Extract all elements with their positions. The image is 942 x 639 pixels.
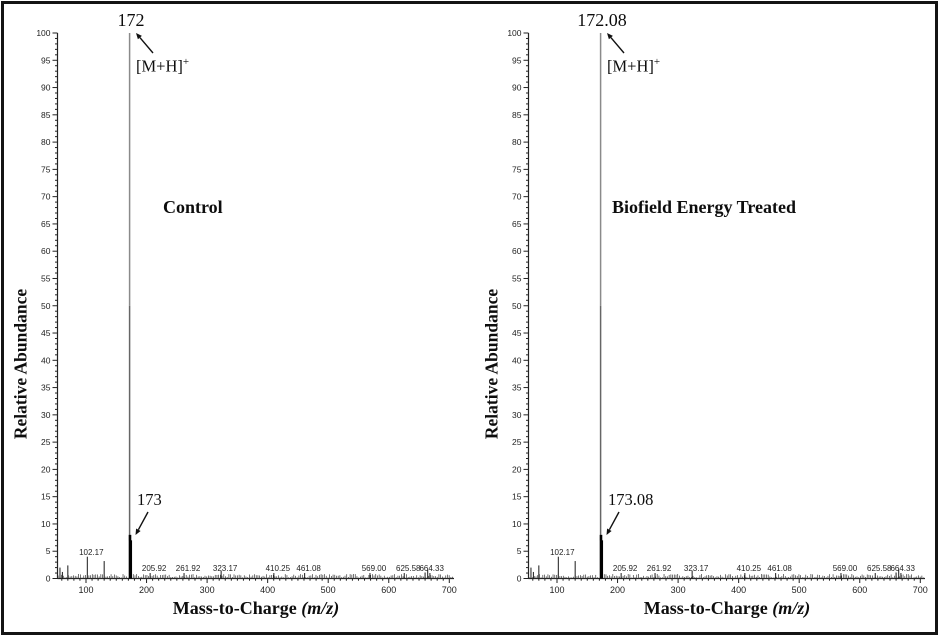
svg-text:50: 50 [41, 301, 51, 311]
main-peak-mz-label: 172.08 [577, 10, 627, 30]
svg-text:25: 25 [41, 437, 51, 447]
svg-text:50: 50 [512, 301, 522, 311]
svg-text:20: 20 [41, 464, 51, 474]
svg-text:700: 700 [442, 585, 457, 595]
x-axis-title: Mass-to-Charge (m/z) [57, 598, 455, 619]
svg-text:0: 0 [517, 574, 522, 584]
x-axis-title-text: Mass-to-Charge [172, 598, 297, 618]
svg-text:75: 75 [512, 164, 522, 174]
svg-text:300: 300 [200, 585, 215, 595]
svg-text:200: 200 [610, 585, 625, 595]
svg-text:205.92: 205.92 [613, 564, 638, 573]
chart-title: Biofield Energy Treated [612, 197, 796, 217]
svg-text:20: 20 [512, 464, 522, 474]
svg-text:461.08: 461.08 [296, 564, 321, 573]
svg-text:85: 85 [512, 110, 522, 120]
svg-text:100: 100 [507, 28, 521, 38]
svg-text:85: 85 [41, 110, 51, 120]
svg-text:205.92: 205.92 [142, 564, 167, 573]
svg-text:664.33: 664.33 [419, 564, 444, 573]
svg-text:25: 25 [512, 437, 522, 447]
svg-text:664.33: 664.33 [890, 564, 915, 573]
svg-text:90: 90 [512, 83, 522, 93]
adduct-text: [M+H] [607, 56, 654, 76]
svg-text:30: 30 [41, 410, 51, 420]
svg-text:500: 500 [792, 585, 807, 595]
svg-text:569.00: 569.00 [833, 564, 858, 573]
svg-text:261.92: 261.92 [176, 564, 201, 573]
svg-text:410.25: 410.25 [266, 564, 291, 573]
svg-text:261.92: 261.92 [647, 564, 672, 573]
svg-text:60: 60 [41, 246, 51, 256]
svg-text:625.58: 625.58 [396, 564, 421, 573]
chart-title: Control [163, 197, 223, 217]
svg-text:410.25: 410.25 [737, 564, 762, 573]
svg-text:100: 100 [549, 585, 564, 595]
svg-text:600: 600 [852, 585, 867, 595]
svg-text:90: 90 [41, 83, 51, 93]
svg-text:500: 500 [321, 585, 336, 595]
svg-text:625.58: 625.58 [867, 564, 892, 573]
svg-text:100: 100 [36, 28, 50, 38]
svg-text:95: 95 [41, 55, 51, 65]
svg-text:75: 75 [41, 164, 51, 174]
x-axis-title-mz: (m/z) [772, 598, 811, 618]
y-axis-title: Relative Abundance [481, 288, 502, 440]
svg-text:102.17: 102.17 [79, 548, 104, 557]
adduct-annotation: [M+H]+ [607, 56, 660, 77]
svg-text:0: 0 [46, 574, 51, 584]
svg-text:10: 10 [512, 519, 522, 529]
x-axis-title-text: Mass-to-Charge [643, 598, 768, 618]
svg-text:102.17: 102.17 [550, 548, 575, 557]
svg-text:15: 15 [41, 492, 51, 502]
svg-text:400: 400 [260, 585, 275, 595]
spectrum-panel-biofield: 0 5 10 15 20 25 30 35 40 45 50 55 60 65 70 75 80 85 90 95 10… [471, 0, 942, 639]
adduct-annotation: [M+H]+ [136, 56, 189, 77]
secondary-peak-mz-label: 173 [137, 490, 162, 509]
svg-text:30: 30 [512, 410, 522, 420]
spectrum-plot-biofield: 0 5 10 15 20 25 30 35 40 45 50 55 60 65 70 75 80 85 90 95 10… [507, 28, 928, 595]
svg-text:60: 60 [512, 246, 522, 256]
svg-text:40: 40 [41, 355, 51, 365]
svg-text:80: 80 [41, 137, 51, 147]
svg-text:10: 10 [41, 519, 51, 529]
x-axis-title-mz: (m/z) [301, 598, 340, 618]
svg-text:55: 55 [512, 273, 522, 283]
svg-text:5: 5 [46, 546, 51, 556]
svg-text:65: 65 [41, 219, 51, 229]
svg-text:45: 45 [512, 328, 522, 338]
y-axis-title: Relative Abundance [10, 288, 31, 440]
svg-text:5: 5 [517, 546, 522, 556]
adduct-charge-sign: + [182, 56, 190, 68]
svg-text:323.17: 323.17 [213, 564, 238, 573]
svg-text:70: 70 [512, 192, 522, 202]
main-peak-mz-label: 172 [117, 10, 145, 30]
spectrum-plot-control: 0 5 10 15 20 25 30 35 40 45 50 55 60 65 70 75 80 85 90 95 10… [36, 28, 457, 595]
svg-text:15: 15 [512, 492, 522, 502]
svg-text:95: 95 [512, 55, 522, 65]
svg-text:40: 40 [512, 355, 522, 365]
svg-text:35: 35 [512, 383, 522, 393]
svg-text:55: 55 [41, 273, 51, 283]
svg-text:200: 200 [139, 585, 154, 595]
svg-text:65: 65 [512, 219, 522, 229]
svg-text:600: 600 [381, 585, 396, 595]
x-axis-title: Mass-to-Charge (m/z) [528, 598, 926, 619]
svg-text:300: 300 [671, 585, 686, 595]
svg-text:100: 100 [78, 585, 93, 595]
svg-text:700: 700 [913, 585, 928, 595]
spectrum-panel-control: 0 5 10 15 20 25 30 35 40 45 50 55 60 65 70 75 80 85 90 95 10… [10, 10, 457, 619]
svg-text:323.17: 323.17 [684, 564, 709, 573]
svg-text:461.08: 461.08 [767, 564, 792, 573]
svg-text:35: 35 [41, 383, 51, 393]
svg-text:45: 45 [41, 328, 51, 338]
secondary-peak-mz-label: 173.08 [608, 490, 654, 509]
adduct-charge-sign: + [653, 56, 661, 68]
svg-text:70: 70 [41, 192, 51, 202]
adduct-text: [M+H] [136, 56, 183, 76]
svg-text:80: 80 [512, 137, 522, 147]
svg-text:400: 400 [731, 585, 746, 595]
svg-text:569.00: 569.00 [362, 564, 387, 573]
